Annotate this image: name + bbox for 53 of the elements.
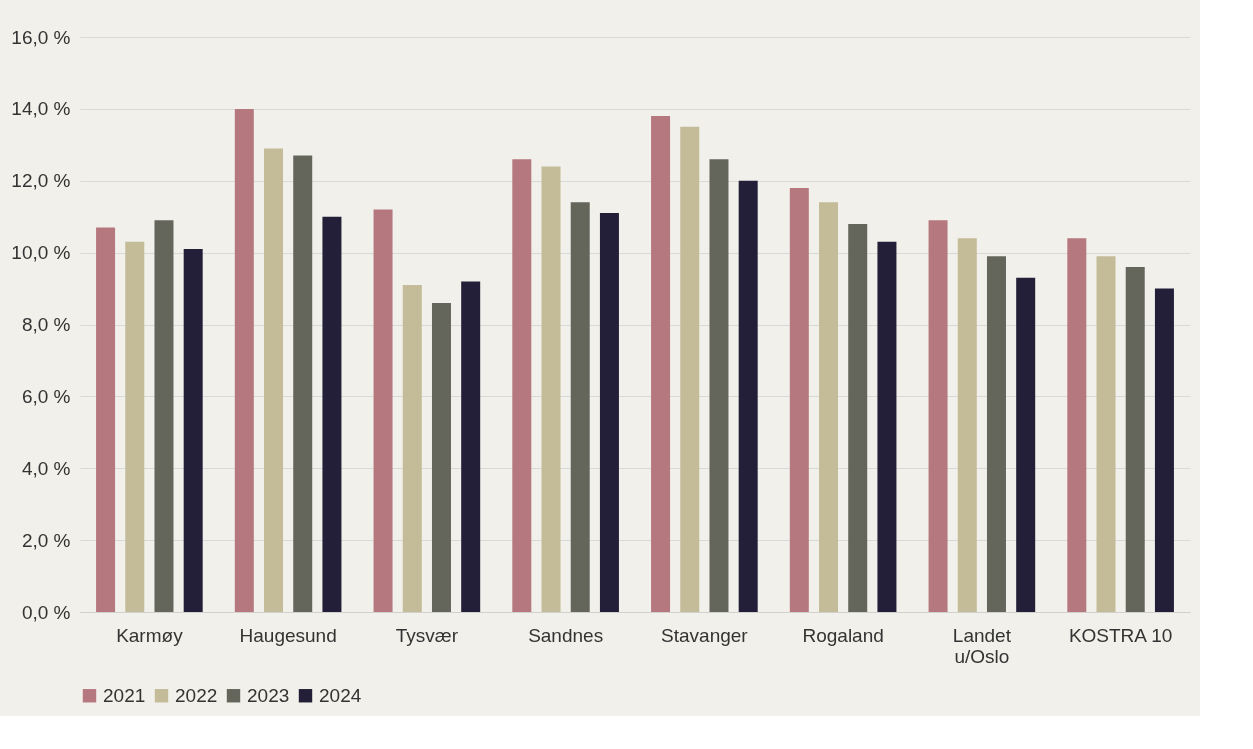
y-tick-label: 0,0 % — [21, 601, 71, 623]
x-tick-label: Sandnes — [528, 624, 604, 646]
bar — [512, 159, 532, 612]
x-tick-label: Rogaland — [802, 624, 884, 646]
bar — [322, 216, 342, 612]
y-tick-label: 12,0 % — [11, 170, 71, 192]
bar — [96, 227, 116, 612]
bar — [1016, 277, 1036, 612]
bar — [541, 166, 561, 612]
y-tick-label: 2,0 % — [21, 529, 71, 551]
bar — [570, 202, 590, 612]
x-tick-label: Haugesund — [239, 624, 337, 646]
bar — [373, 209, 393, 612]
bar — [1125, 267, 1145, 612]
bar — [264, 148, 284, 612]
x-tick-label: KOSTRA 10 — [1068, 624, 1173, 646]
y-tick-label: 8,0 % — [21, 314, 71, 335]
bar — [709, 159, 729, 612]
bar — [738, 180, 758, 612]
legend-label: 2022 — [175, 684, 218, 706]
x-tick-label: Karmøy — [116, 624, 184, 646]
legend-label: 2024 — [319, 684, 362, 706]
bar — [154, 220, 174, 612]
legend-label: 2023 — [247, 684, 290, 706]
bar — [651, 116, 671, 612]
bar — [848, 223, 868, 612]
bar — [957, 238, 977, 612]
bar — [1067, 238, 1087, 612]
bar — [680, 126, 700, 612]
bar — [431, 302, 451, 612]
x-tick-label: Stavanger — [661, 624, 749, 646]
bar — [402, 284, 422, 612]
bar — [928, 220, 948, 612]
legend-label: 2021 — [103, 684, 146, 706]
bar — [183, 249, 203, 612]
y-tick-label: 14,0 % — [11, 98, 71, 120]
bar — [819, 202, 839, 612]
bar — [1154, 288, 1174, 612]
bar — [599, 213, 619, 612]
bar — [1096, 256, 1116, 612]
bar — [293, 155, 313, 612]
y-tick-label: 16,0 % — [11, 26, 71, 48]
bar — [461, 281, 481, 612]
y-tick-label: 10,0 % — [11, 242, 71, 264]
x-tick-label: Landet u/Oslo — [952, 624, 1012, 667]
y-tick-label: 4,0 % — [21, 457, 71, 479]
x-tick-label: Tysvær — [395, 624, 459, 646]
bar — [789, 187, 809, 612]
bar — [125, 241, 145, 612]
bar — [986, 256, 1006, 612]
y-tick-label: 6,0 % — [21, 385, 71, 407]
bar — [234, 108, 254, 612]
bar — [877, 241, 897, 612]
